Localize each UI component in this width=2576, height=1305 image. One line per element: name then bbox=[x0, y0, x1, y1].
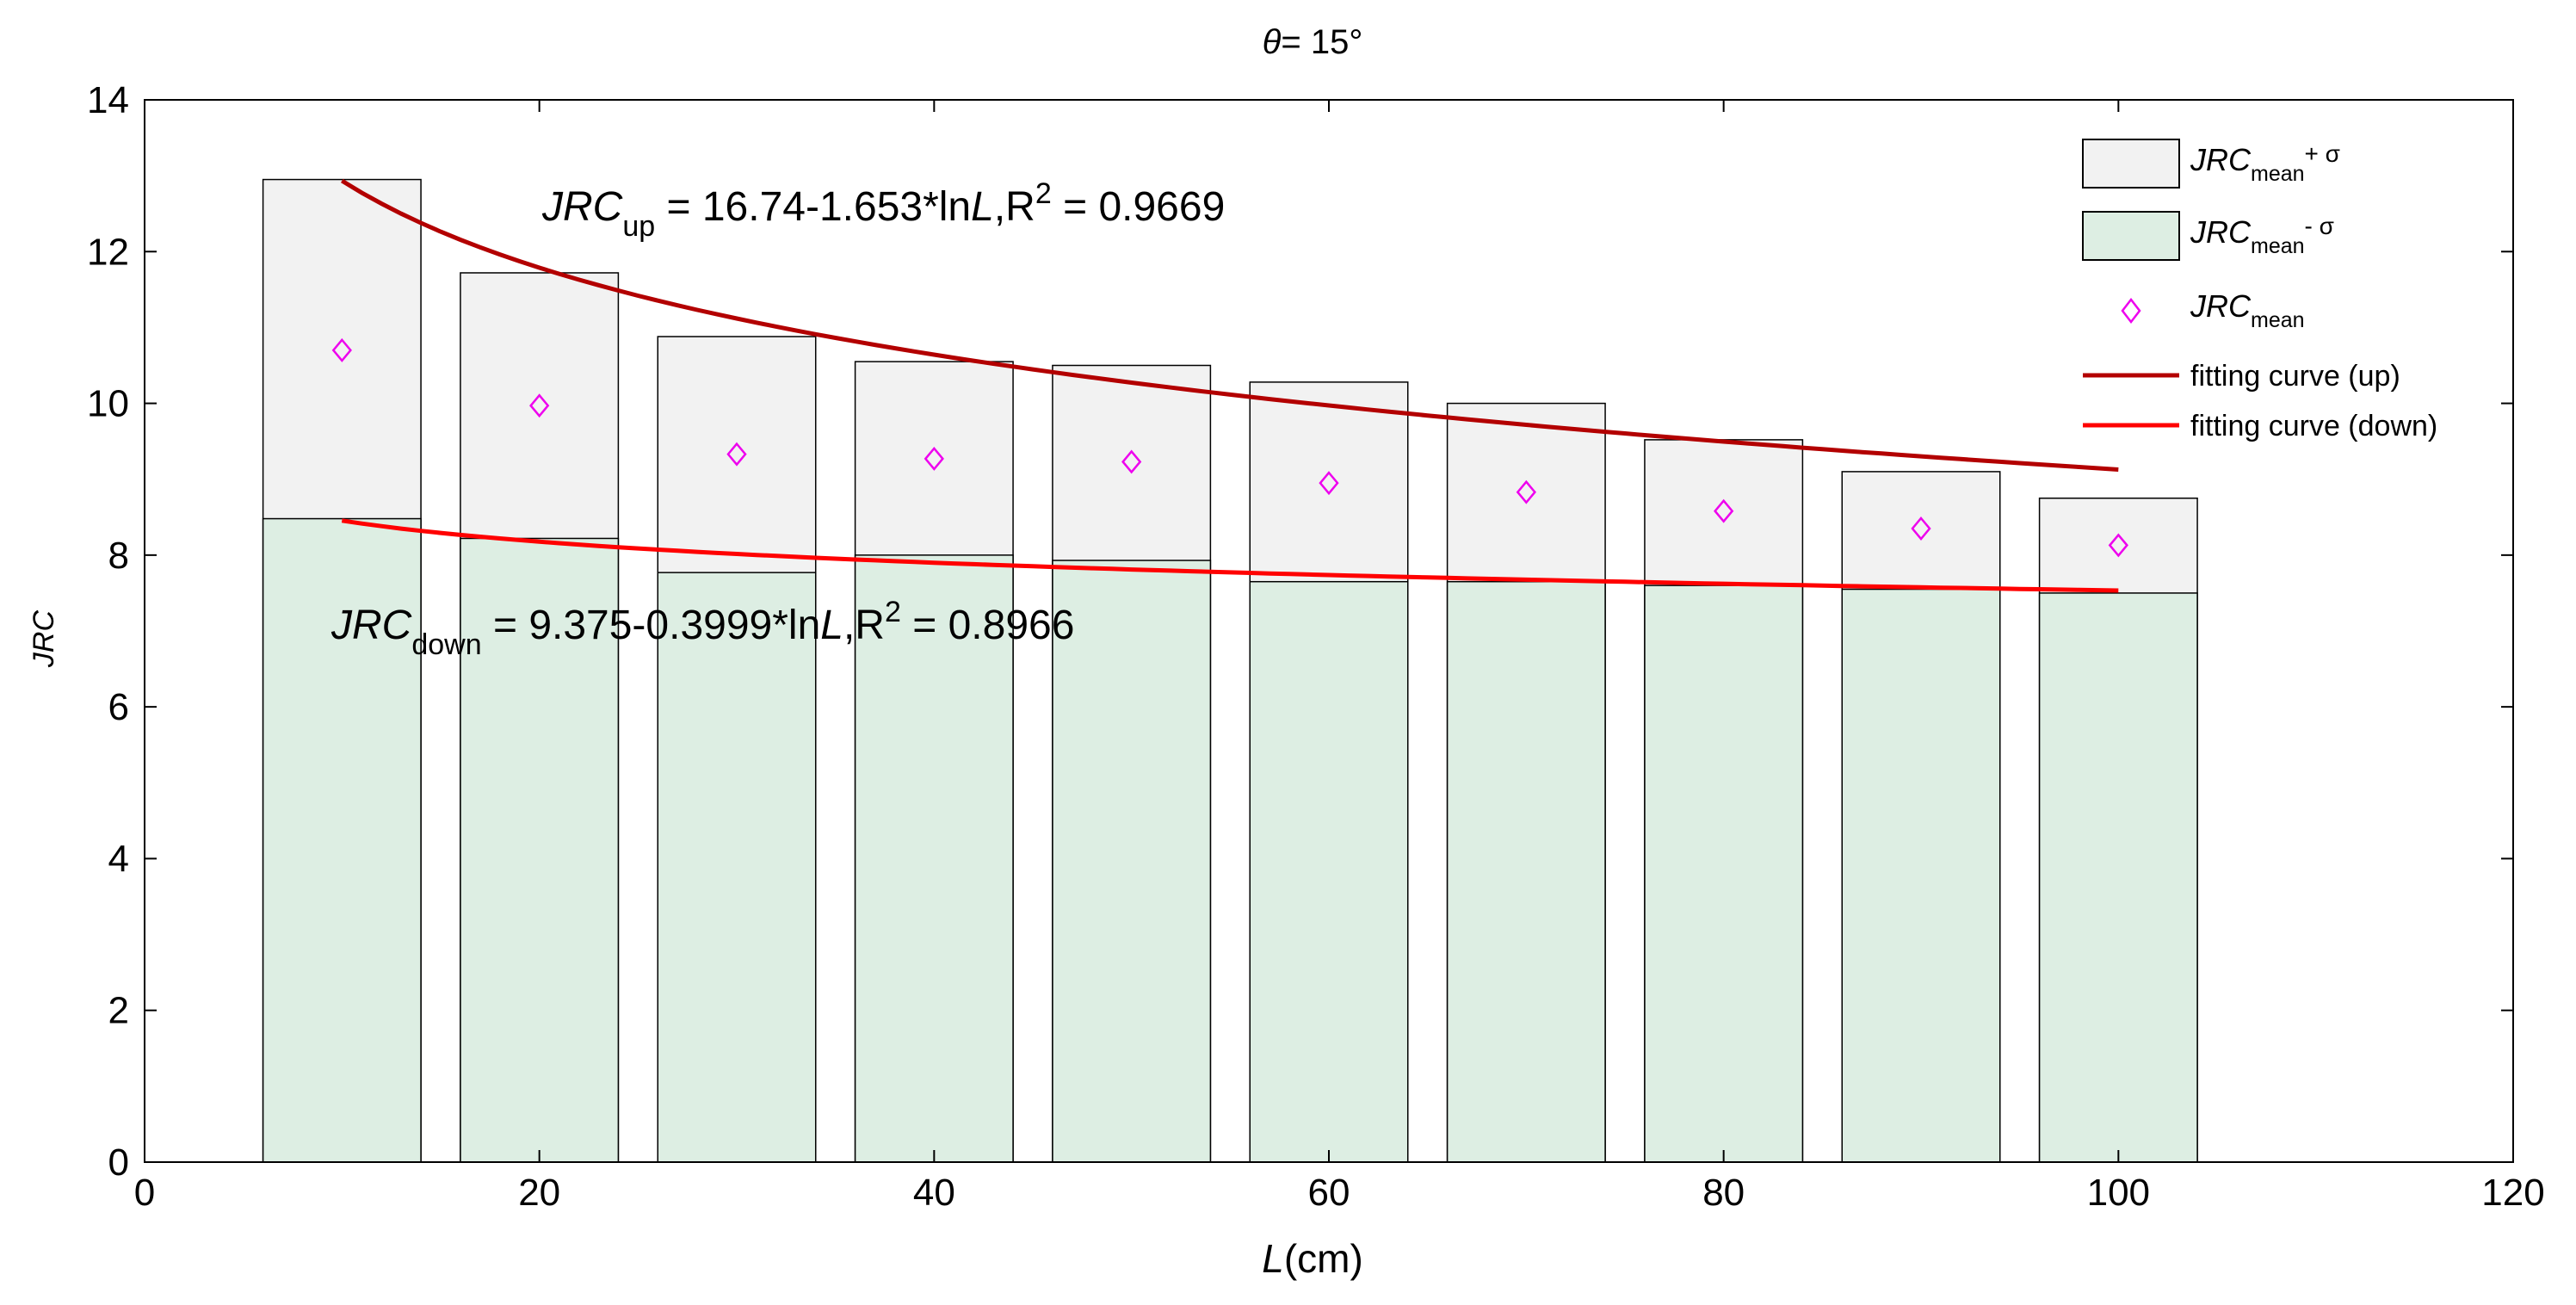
annotation-up-mid: = 16.74-1.653*ln bbox=[655, 184, 971, 230]
fit-curves-group bbox=[341, 178, 2119, 593]
bar-lower bbox=[460, 537, 620, 1163]
fit-curve-up bbox=[341, 178, 2119, 472]
legend-box-2 bbox=[2082, 211, 2180, 261]
legend: JRCmean+ σ JRCmean- σ JRCmean fitting cu… bbox=[2082, 139, 2437, 442]
annotation-down-sup: 2 bbox=[885, 596, 901, 628]
y-tick-label: 2 bbox=[108, 990, 129, 1032]
mean-marker bbox=[331, 337, 352, 362]
title-symbol: θ bbox=[1263, 23, 1282, 61]
annotation-down-tail: = 0.8966 bbox=[901, 603, 1075, 648]
legend-label-1: JRCmean+ σ bbox=[2190, 140, 2340, 186]
annotation-up: JRCup = 16.74-1.653*lnL,R2 = 0.9669 bbox=[541, 177, 1225, 243]
mean-marker bbox=[924, 446, 944, 471]
annotation-down: JRCdown = 9.375-0.3999*lnL,R2 = 0.8966 bbox=[330, 596, 1074, 661]
y-tick-label: 8 bbox=[108, 535, 129, 577]
x-tick-label: 20 bbox=[518, 1172, 560, 1214]
mean-marker bbox=[1516, 479, 1536, 504]
legend-diamond-marker bbox=[2121, 297, 2141, 325]
bar-lower bbox=[1446, 580, 1606, 1163]
mean-marker bbox=[529, 393, 550, 418]
annotation-down-pre: JRC bbox=[330, 603, 412, 648]
x-tick-label: 120 bbox=[2481, 1172, 2544, 1214]
bar-lower bbox=[657, 572, 817, 1163]
title-text: = 15° bbox=[1281, 23, 1362, 61]
x-tick-label: 100 bbox=[2087, 1172, 2150, 1214]
x-tick-label: 40 bbox=[913, 1172, 955, 1214]
bar-lower bbox=[262, 517, 422, 1163]
legend-label-4: fitting curve (up) bbox=[2190, 360, 2400, 393]
mean-marker bbox=[726, 442, 747, 467]
bar-lower bbox=[1249, 580, 1409, 1163]
mean-marker bbox=[1714, 498, 1734, 523]
y-tick-label: 6 bbox=[108, 686, 129, 728]
markers-group bbox=[331, 337, 2128, 558]
mean-marker bbox=[2108, 533, 2128, 558]
y-tick-label: 14 bbox=[87, 79, 129, 121]
x-tick-label: 60 bbox=[1308, 1172, 1350, 1214]
annotation-up-pre: JRC bbox=[541, 184, 623, 230]
x-axis-label-var: L bbox=[1262, 1236, 1284, 1281]
x-axis-label: L(cm) bbox=[1262, 1236, 1363, 1281]
y-tick-label: 12 bbox=[87, 231, 129, 273]
annotation-down-var: L bbox=[820, 603, 843, 648]
fit-curve-down bbox=[341, 518, 2119, 593]
mean-marker bbox=[1319, 471, 1339, 496]
annotation-up-post: ,R bbox=[994, 184, 1035, 230]
annotation-up-sup: 2 bbox=[1035, 177, 1052, 210]
y-axis-label: JRC bbox=[28, 610, 60, 669]
y-tick-label: 0 bbox=[108, 1141, 129, 1184]
axes-group bbox=[144, 99, 2514, 1163]
chart-title: θ= 15° bbox=[1263, 23, 1363, 61]
annotation-up-sub: up bbox=[622, 210, 655, 243]
annotation-down-sub: down bbox=[411, 628, 481, 661]
legend-label-5: fitting curve (down) bbox=[2190, 410, 2437, 442]
bar-lower bbox=[854, 554, 1014, 1163]
annotation-down-mid: = 9.375-0.3999*ln bbox=[482, 603, 821, 648]
x-axis-label-unit: (cm) bbox=[1284, 1236, 1363, 1281]
bar-lower bbox=[1841, 588, 2001, 1163]
bar-lower bbox=[2038, 592, 2198, 1163]
x-tick-label: 0 bbox=[134, 1172, 155, 1214]
tick-labels-group: 0 20 40 60 80 100 120 0 2 4 6 8 10 12 14 bbox=[87, 79, 2545, 1214]
annotation-up-var: L bbox=[971, 184, 994, 230]
bar-lower bbox=[1644, 584, 1804, 1163]
legend-box-1 bbox=[2082, 139, 2180, 189]
legend-label-3: JRCmean bbox=[2190, 288, 2305, 332]
x-tick-label: 80 bbox=[1702, 1172, 1745, 1214]
annotation-down-post: ,R bbox=[843, 603, 885, 648]
y-tick-label: 10 bbox=[87, 383, 129, 425]
bars-group bbox=[262, 178, 2198, 1163]
annotation-up-tail: = 0.9669 bbox=[1052, 184, 1226, 230]
bar-lower bbox=[1052, 560, 1212, 1163]
mean-marker bbox=[1121, 449, 1142, 474]
mean-marker bbox=[1911, 516, 1931, 541]
y-tick-label: 4 bbox=[108, 838, 129, 880]
legend-label-2: JRCmean- σ bbox=[2190, 213, 2334, 258]
